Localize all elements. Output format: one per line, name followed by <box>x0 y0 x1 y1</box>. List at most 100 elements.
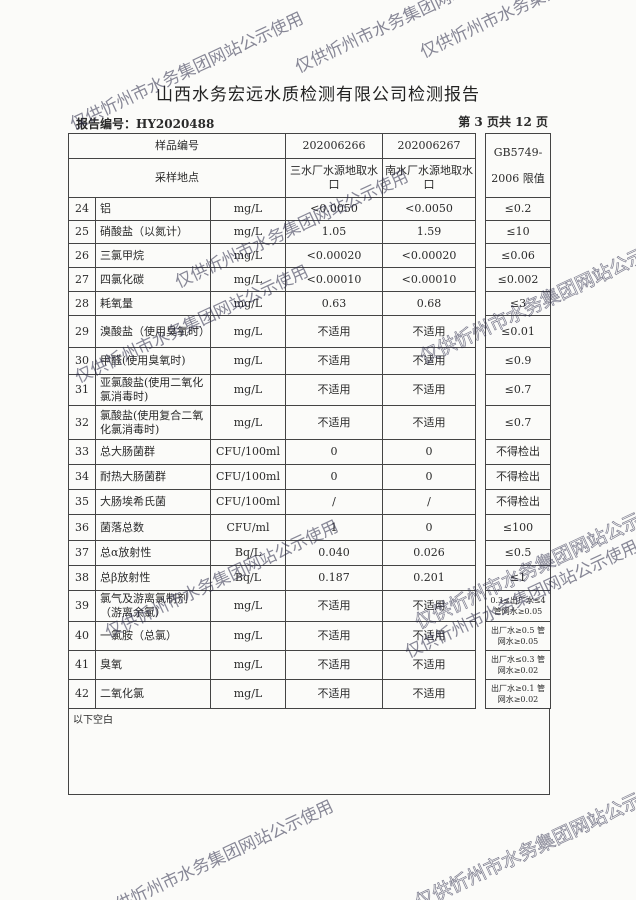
item-unit: CFU/100ml <box>210 439 286 465</box>
item-unit: Bq/L <box>210 540 286 566</box>
item-name: 氯酸盐(使用复合二氧化氯消毒时) <box>95 405 211 440</box>
table-row: 27 四氯化碳 mg/L <0.00010 <0.00010 ≤0.002 <box>68 267 551 292</box>
item-name: 四氯化碳 <box>95 267 211 292</box>
value-sample-2: 0 <box>382 439 476 465</box>
item-unit: mg/L <box>210 374 286 406</box>
value-sample-2: 不适用 <box>382 315 476 348</box>
item-number: 33 <box>68 439 96 465</box>
site-1: 三水厂水源地取水口 <box>285 158 383 198</box>
table-row: 28 耗氧量 mg/L 0.63 0.68 ≤3 <box>68 291 551 316</box>
value-sample-1: 1 <box>285 514 383 541</box>
table-row: 41 臭氧 mg/L 不适用 不适用 出厂水≤0.3 管网水≥0.02 <box>68 650 551 680</box>
value-sample-1: 不适用 <box>285 347 383 375</box>
item-unit: mg/L <box>210 650 286 680</box>
item-name: 二氧化氯 <box>95 679 211 709</box>
value-sample-2: 0.201 <box>382 565 476 591</box>
item-name: 硝酸盐（以氮计） <box>95 220 211 244</box>
item-name: 一氯胺（总氯） <box>95 621 211 651</box>
item-name: 溴酸盐（使用臭氧时） <box>95 315 211 348</box>
item-number: 27 <box>68 267 96 292</box>
standard-limit: ≤0.002 <box>485 267 551 292</box>
value-sample-1: 不适用 <box>285 374 383 406</box>
item-name: 大肠埃希氏菌 <box>95 489 211 515</box>
value-sample-2: 0 <box>382 514 476 541</box>
value-sample-1: / <box>285 489 383 515</box>
item-number: 31 <box>68 374 96 406</box>
value-sample-1: 不适用 <box>285 621 383 651</box>
standard-limit: ≤100 <box>485 514 551 541</box>
item-number: 38 <box>68 565 96 591</box>
value-sample-1: 0.187 <box>285 565 383 591</box>
item-number: 37 <box>68 540 96 566</box>
value-sample-2: 不适用 <box>382 621 476 651</box>
value-sample-1: 不适用 <box>285 590 383 622</box>
value-sample-1: 1.05 <box>285 220 383 244</box>
spacer-column <box>475 133 486 709</box>
item-name: 总大肠菌群 <box>95 439 211 465</box>
item-name: 菌落总数 <box>95 514 211 541</box>
value-sample-2: 不适用 <box>382 405 476 440</box>
watermark: 仅供忻州市水务集团网站公示使用 <box>292 0 532 78</box>
table-row: 24 铝 mg/L <0.0050 <0.0050 ≤0.2 <box>68 197 551 221</box>
item-name: 三氯甲烷 <box>95 243 211 268</box>
table-row: 38 总β放射性 Bq/L 0.187 0.201 ≤1 <box>68 565 551 591</box>
item-unit: mg/L <box>210 315 286 348</box>
item-unit: mg/L <box>210 197 286 221</box>
header-row-sample-no: 样品编号 202006266 202006267 GB5749- 2006 限值 <box>68 133 551 709</box>
item-unit: mg/L <box>210 679 286 709</box>
value-sample-2: 0.68 <box>382 291 476 316</box>
sample-id-2: 202006267 <box>382 133 476 159</box>
header-row-site: 采样地点 三水厂水源地取水口 南水厂水源地取水口 <box>68 158 551 198</box>
item-number: 41 <box>68 650 96 680</box>
value-sample-2: <0.0050 <box>382 197 476 221</box>
standard-limit: 0.3≤出厂水≤4 管网水≥0.05 <box>485 590 551 622</box>
standard-header: GB5749- 2006 限值 <box>485 133 551 198</box>
item-name: 铝 <box>95 197 211 221</box>
standard-limit: 出厂水≥0.5 管网水≥0.05 <box>485 621 551 651</box>
site-2: 南水厂水源地取水口 <box>382 158 476 198</box>
item-number: 29 <box>68 315 96 348</box>
value-sample-1: 0 <box>285 439 383 465</box>
item-unit: mg/L <box>210 621 286 651</box>
standard-limit: 不得检出 <box>485 489 551 515</box>
item-number: 26 <box>68 243 96 268</box>
table-row: 30 甲醛(使用臭氧时) mg/L 不适用 不适用 ≤0.9 <box>68 347 551 375</box>
value-sample-1: 不适用 <box>285 405 383 440</box>
value-sample-1: 0.040 <box>285 540 383 566</box>
standard-limit: ≤1 <box>485 565 551 591</box>
table-row: 39 氯气及游离氯制剂（游离余氯） mg/L 不适用 不适用 0.3≤出厂水≤4 管网水≥… <box>68 590 551 622</box>
value-sample-2: <0.00020 <box>382 243 476 268</box>
table-row: 26 三氯甲烷 mg/L <0.00020 <0.00020 ≤0.06 <box>68 243 551 268</box>
standard-limit: 出厂水≥0.1 管网水≥0.02 <box>485 679 551 709</box>
value-sample-1: <0.0050 <box>285 197 383 221</box>
value-sample-1: 0 <box>285 464 383 490</box>
item-name: 耗氧量 <box>95 291 211 316</box>
item-number: 39 <box>68 590 96 622</box>
item-number: 36 <box>68 514 96 541</box>
item-number: 42 <box>68 679 96 709</box>
item-name: 氯气及游离氯制剂（游离余氯） <box>95 590 211 622</box>
standard-limit: ≤0.7 <box>485 374 551 406</box>
sample-no-label: 样品编号 <box>68 133 286 159</box>
item-unit: Bq/L <box>210 565 286 591</box>
page-info: 第 3 页共 12 页 <box>458 115 548 129</box>
standard-limit: ≤3 <box>485 291 551 316</box>
value-sample-2: 不适用 <box>382 679 476 709</box>
standard-label-1: GB5749- <box>493 145 543 159</box>
value-sample-1: 不适用 <box>285 315 383 348</box>
standard-limit: 不得检出 <box>485 439 551 465</box>
item-unit: mg/L <box>210 405 286 440</box>
value-sample-2: 不适用 <box>382 650 476 680</box>
item-unit: CFU/ml <box>210 514 286 541</box>
item-unit: CFU/100ml <box>210 464 286 490</box>
item-unit: mg/L <box>210 267 286 292</box>
site-label: 采样地点 <box>68 158 286 198</box>
value-sample-1: <0.00020 <box>285 243 383 268</box>
item-name: 耐热大肠菌群 <box>95 464 211 490</box>
sample-id-1: 202006266 <box>285 133 383 159</box>
item-unit: mg/L <box>210 291 286 316</box>
item-name: 臭氧 <box>95 650 211 680</box>
standard-limit: 不得检出 <box>485 464 551 490</box>
item-number: 40 <box>68 621 96 651</box>
item-unit: mg/L <box>210 347 286 375</box>
